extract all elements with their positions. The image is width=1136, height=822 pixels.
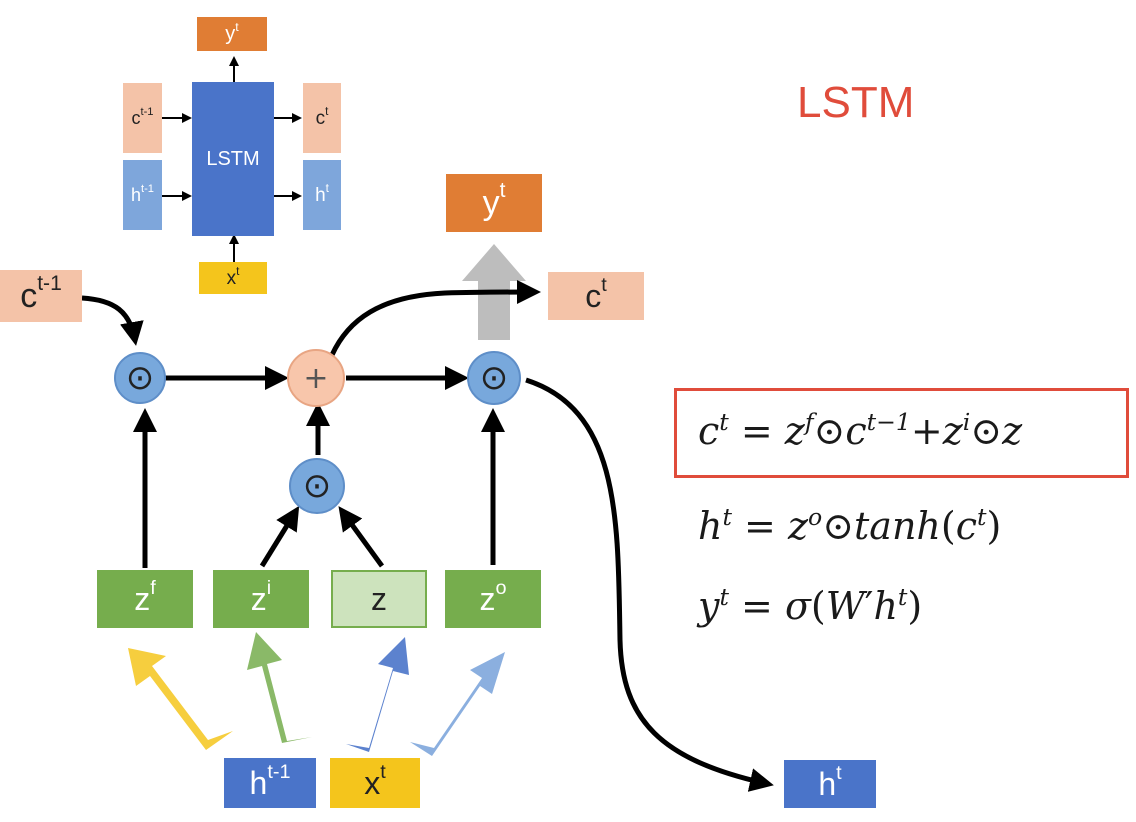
equation-c: ct = zf⊙ct−1+zi⊙z (698, 407, 1023, 453)
forget-mult-circle (114, 352, 166, 404)
arrow-zi-up (259, 505, 300, 568)
input-arrow-green (247, 632, 312, 743)
forget-mult-symbol: ⊙ (125, 358, 155, 398)
c-next-base: c (585, 278, 602, 314)
highlight-box (674, 388, 1129, 478)
gate-z-base: z (371, 581, 387, 617)
equation-y: yt = σ(W′ht) (698, 582, 923, 628)
mini-y-base: y (225, 23, 236, 45)
gate-zf-base: z (134, 581, 151, 617)
input-arrow-lightblue (410, 652, 505, 756)
c-prev-base: c (20, 277, 38, 315)
gate-zo-base: z (479, 581, 496, 617)
mini-h-next-base: h (315, 184, 326, 206)
arrow-z-up (338, 506, 385, 568)
equation-h: ht = zo⊙tanh(ct) (698, 502, 1002, 548)
mini-x-base: x (226, 267, 237, 289)
mini-h-prev-base: h (130, 185, 141, 205)
mini-lstm-cell: LSTM (192, 82, 274, 236)
add-circle (287, 349, 345, 407)
input-arrow-yellow (128, 648, 233, 750)
c-prev-box: c t-1 (0, 270, 82, 322)
mini-h-prev-box: h t-1 (123, 160, 162, 230)
h-in-base: h (249, 765, 268, 801)
gate-zi-base: z (250, 581, 267, 617)
h-out-base: h (818, 766, 837, 802)
diagram-title: LSTM (797, 78, 915, 127)
input-arrow-blue (346, 637, 409, 752)
input-arrows (128, 632, 505, 756)
mini-c-prev-base: c (131, 108, 141, 128)
arrow-h-out (525, 377, 774, 792)
add-symbol: + (303, 360, 329, 396)
arrow-c-prev (81, 295, 144, 346)
mini-arrows (162, 56, 302, 262)
out-mult-circle (467, 351, 521, 405)
op-circles (114, 349, 521, 514)
main-arrows (81, 280, 774, 792)
mini-c-next-base: c (315, 107, 326, 129)
mini-lstm-label: LSTM (206, 148, 260, 170)
gate-z-box: z (331, 570, 427, 628)
input-mult-circle (289, 458, 345, 514)
x-in-base: x (364, 765, 381, 801)
mini-c-prev-box: c t-1 (123, 83, 162, 153)
y-out-base: y (482, 184, 500, 222)
arrow-add-to-c-next (329, 280, 541, 357)
h-in-box: h t-1 (224, 758, 316, 808)
input-mult-symbol: ⊙ (302, 466, 332, 506)
out-mult-symbol: ⊙ (479, 358, 509, 398)
